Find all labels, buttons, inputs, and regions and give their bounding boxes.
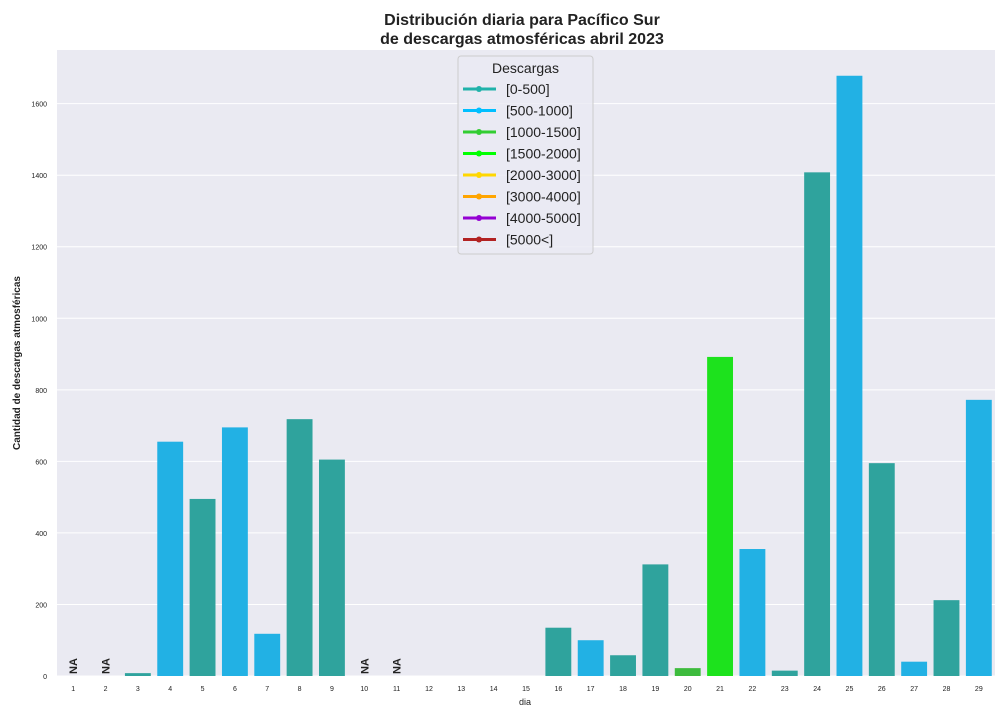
bars: NA NA NA NA <box>68 75 992 676</box>
legend-entry-label: [1000-1500] <box>506 124 581 140</box>
x-tick-label: 2 <box>104 686 108 693</box>
legend-swatch-marker <box>476 172 482 178</box>
y-tick-label: 1200 <box>31 245 47 252</box>
legend-swatch-marker <box>476 236 482 243</box>
legend-entry-label: [500-1000] <box>506 103 573 119</box>
x-tick-label: 27 <box>910 686 918 693</box>
x-tick-label: 15 <box>522 686 530 693</box>
y-tick-label: 1400 <box>31 173 47 180</box>
bar <box>577 640 604 676</box>
bar <box>965 399 992 676</box>
bar <box>901 661 928 676</box>
y-tick-label: 1000 <box>31 316 47 323</box>
x-tick-label: 4 <box>168 686 172 693</box>
legend-entry-label: [5000<] <box>506 232 553 248</box>
x-tick-label: 12 <box>425 686 433 693</box>
x-tick-label: 3 <box>136 686 140 693</box>
x-tick-label: 8 <box>298 686 302 693</box>
x-tick-label: 14 <box>490 686 498 693</box>
x-tick-label: 24 <box>813 686 821 693</box>
x-tick-label: 16 <box>554 686 562 693</box>
bar <box>545 627 572 676</box>
bar <box>868 463 895 676</box>
bar <box>221 427 248 676</box>
x-tick-label: 22 <box>749 686 757 693</box>
legend-entry-label: [2000-3000] <box>506 167 581 183</box>
x-tick-label: 5 <box>201 686 205 693</box>
bar <box>254 633 281 676</box>
legend-title: Descargas <box>492 60 559 76</box>
bar <box>707 356 734 676</box>
x-tick-label: 28 <box>943 686 951 693</box>
x-axis-label: dia <box>519 697 531 707</box>
bar <box>124 673 151 676</box>
bar <box>771 670 798 676</box>
x-tick-label: 25 <box>846 686 854 693</box>
x-tick-label: 21 <box>716 686 724 693</box>
y-axis-label: Cantidad de descargas atmosféricas <box>12 276 23 450</box>
legend-box <box>457 55 594 255</box>
bar <box>157 441 184 676</box>
x-tick-label: 13 <box>457 686 465 693</box>
legend-swatch-marker <box>476 215 482 221</box>
x-tick-label: 17 <box>587 686 595 693</box>
y-tick-label: 800 <box>35 388 47 395</box>
y-tick-label: 400 <box>35 531 47 538</box>
y-tick-label: 600 <box>35 459 47 466</box>
bar <box>933 600 960 676</box>
bar <box>189 498 216 676</box>
bar-missing-label: NA <box>68 658 80 674</box>
bar <box>642 564 669 676</box>
bar <box>318 459 345 676</box>
bar <box>739 549 766 676</box>
x-tick-label: 6 <box>233 686 237 693</box>
bar <box>610 655 636 676</box>
x-tick-label: 29 <box>975 686 983 693</box>
bar-missing-label: NA <box>359 658 371 674</box>
y-tick-label: 1600 <box>31 102 47 109</box>
x-tick-label: 20 <box>684 686 692 693</box>
bar <box>286 419 313 676</box>
x-tick-label: 1 <box>71 686 75 693</box>
x-tick-label: 26 <box>878 686 886 693</box>
x-tick-label: 19 <box>651 686 659 693</box>
x-tick-label: 10 <box>360 686 368 693</box>
legend-swatch-marker <box>476 129 482 135</box>
bar-missing-label: NA <box>101 658 113 674</box>
legend-swatch-marker <box>476 107 482 114</box>
legend-swatch-marker <box>476 150 482 157</box>
legend-swatch-marker <box>476 193 482 200</box>
legend-entry-label: [0-500] <box>506 81 550 97</box>
y-tick-label: 0 <box>43 674 47 681</box>
chart-title-line2: de descargas atmosféricas abril 2023 <box>380 31 664 48</box>
legend-entry-label: [1500-2000] <box>506 146 581 162</box>
x-tick-label: 7 <box>265 686 269 693</box>
y-tick-label: 200 <box>35 602 47 609</box>
x-tick-label: 9 <box>330 686 334 693</box>
legend-entry-label: [4000-5000] <box>506 210 581 226</box>
chart-title-line1: Distribución diaria para Pacífico Sur <box>384 12 660 29</box>
bar <box>804 172 831 676</box>
x-tick-label: 11 <box>393 686 400 693</box>
legend-swatch-marker <box>476 86 482 92</box>
legend-entry-label: [3000-4000] <box>506 189 581 205</box>
legend: Descargas [0-500] [500-1000] [1000-1500] [15… <box>457 55 594 255</box>
x-tick-label: 18 <box>619 686 627 693</box>
x-tick-label: 23 <box>781 686 789 693</box>
bar <box>836 75 863 676</box>
bar <box>674 668 701 676</box>
bar-missing-label: NA <box>392 658 404 674</box>
